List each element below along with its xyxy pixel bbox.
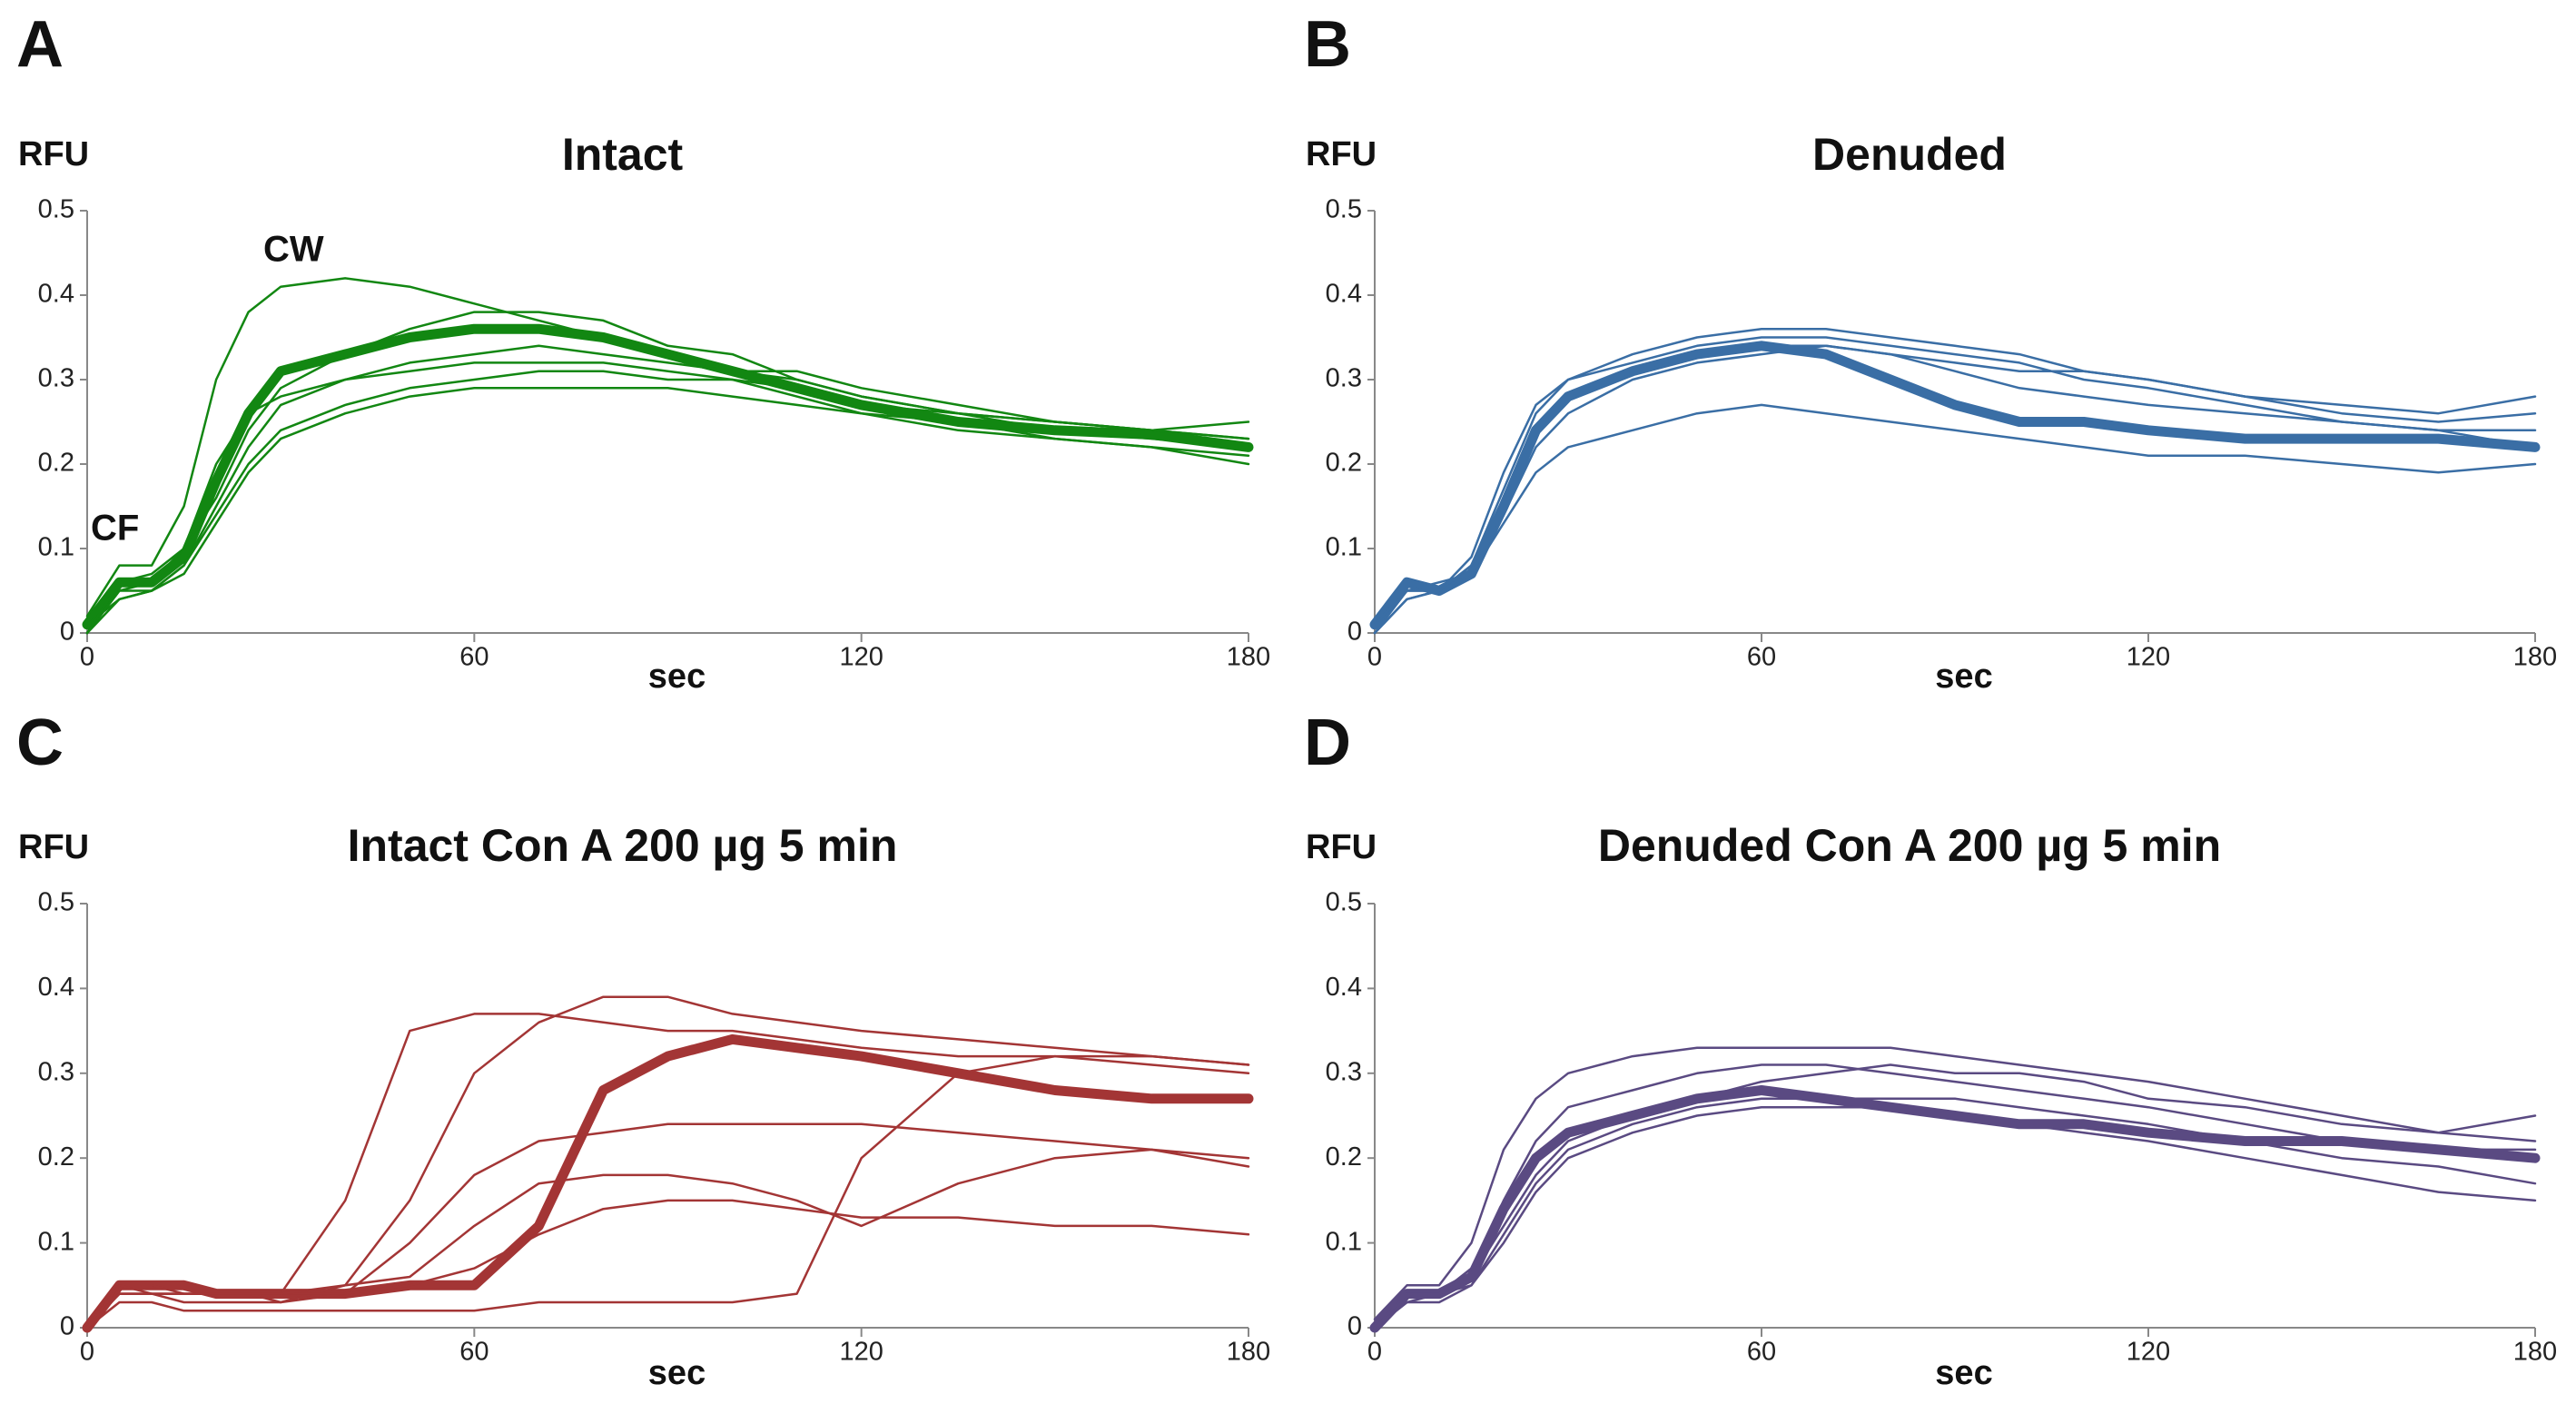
- y-tick-label: 0: [60, 1312, 74, 1341]
- trace-line: [85, 387, 1250, 635]
- x-tick-label: 0: [1367, 643, 1382, 672]
- panel-letter: C: [16, 707, 64, 779]
- x-axis-label: sec: [1935, 1354, 1992, 1392]
- mean-line: [82, 323, 1254, 630]
- y-axis-label: RFU: [18, 135, 89, 173]
- y-tick-label: 0.5: [38, 195, 74, 224]
- trace-line: [85, 344, 1250, 626]
- y-tick-label: 0.5: [1326, 195, 1362, 224]
- y-axis-label: RFU: [1306, 828, 1377, 866]
- y-tick-label: 0.1: [38, 1227, 74, 1256]
- y-tick-label: 0: [60, 618, 74, 647]
- x-tick-label: 0: [1367, 1338, 1382, 1367]
- x-tick-label: 60: [1747, 643, 1776, 672]
- y-tick-label: 0.4: [38, 973, 74, 1002]
- x-tick-label: 60: [459, 1338, 489, 1367]
- trace-line: [1373, 1063, 2537, 1330]
- trace-line: [1373, 1063, 2537, 1330]
- chart-title: Intact: [562, 129, 684, 180]
- x-tick-label: 120: [839, 643, 883, 672]
- y-tick-label: 0.1: [38, 533, 74, 562]
- annotation: CF: [91, 509, 139, 549]
- panel-letter: B: [1304, 8, 1351, 81]
- x-axis-label: sec: [1935, 658, 1992, 696]
- trace-line: [1373, 344, 2537, 626]
- x-axis-label: sec: [648, 1354, 706, 1392]
- annotation: CW: [263, 230, 324, 270]
- chart-title: Denuded: [1812, 129, 2007, 180]
- x-tick-label: 60: [1747, 1338, 1776, 1367]
- panel-letter: D: [1304, 707, 1351, 779]
- y-tick-label: 0.1: [1326, 533, 1362, 562]
- y-tick-label: 0.3: [38, 1057, 74, 1086]
- y-tick-label: 0.3: [38, 364, 74, 393]
- y-axis-label: RFU: [1306, 135, 1377, 173]
- x-tick-label: 180: [2513, 1338, 2557, 1367]
- x-tick-label: 180: [1227, 1338, 1270, 1367]
- y-tick-label: 0.2: [1326, 449, 1362, 478]
- x-tick-label: 120: [2127, 1338, 2170, 1367]
- y-tick-label: 0: [1347, 1312, 1362, 1341]
- x-tick-label: 0: [80, 643, 94, 672]
- x-tick-label: 120: [2127, 643, 2170, 672]
- trace-line: [1373, 1046, 2537, 1320]
- y-axis-label: RFU: [18, 828, 89, 866]
- trace-line: [1373, 336, 2537, 635]
- trace-line: [85, 1122, 1250, 1330]
- x-axis-label: sec: [648, 658, 706, 696]
- trace-line: [85, 361, 1250, 635]
- y-tick-label: 0.5: [38, 888, 74, 917]
- y-tick-label: 0.2: [38, 1142, 74, 1172]
- y-tick-label: 0.3: [1326, 364, 1362, 393]
- chart-title: Denuded Con A 200 µg 5 min: [1598, 820, 2221, 871]
- y-tick-label: 0.5: [1326, 888, 1362, 917]
- trace-line: [1373, 1097, 2537, 1330]
- x-tick-label: 60: [459, 643, 489, 672]
- y-tick-label: 0.4: [38, 280, 74, 309]
- y-tick-label: 0: [1347, 618, 1362, 647]
- x-tick-label: 0: [80, 1338, 94, 1367]
- x-tick-label: 180: [2513, 643, 2557, 672]
- y-tick-label: 0.2: [1326, 1142, 1362, 1172]
- mean-line: [82, 1033, 1254, 1333]
- y-tick-label: 0.4: [1326, 973, 1362, 1002]
- panel-letter: A: [16, 8, 64, 81]
- y-tick-label: 0.4: [1326, 280, 1362, 309]
- y-tick-label: 0.3: [1326, 1057, 1362, 1086]
- x-tick-label: 120: [839, 1338, 883, 1367]
- chart-title: Intact Con A 200 µg 5 min: [348, 820, 898, 871]
- trace-line: [85, 311, 1250, 635]
- y-tick-label: 0.1: [1326, 1227, 1362, 1256]
- trace-line: [1373, 344, 2537, 635]
- y-tick-label: 0.2: [38, 449, 74, 478]
- trace-line: [85, 1054, 1250, 1330]
- x-tick-label: 180: [1227, 643, 1270, 672]
- mean-line: [1369, 1085, 2541, 1333]
- trace-line: [85, 1148, 1250, 1330]
